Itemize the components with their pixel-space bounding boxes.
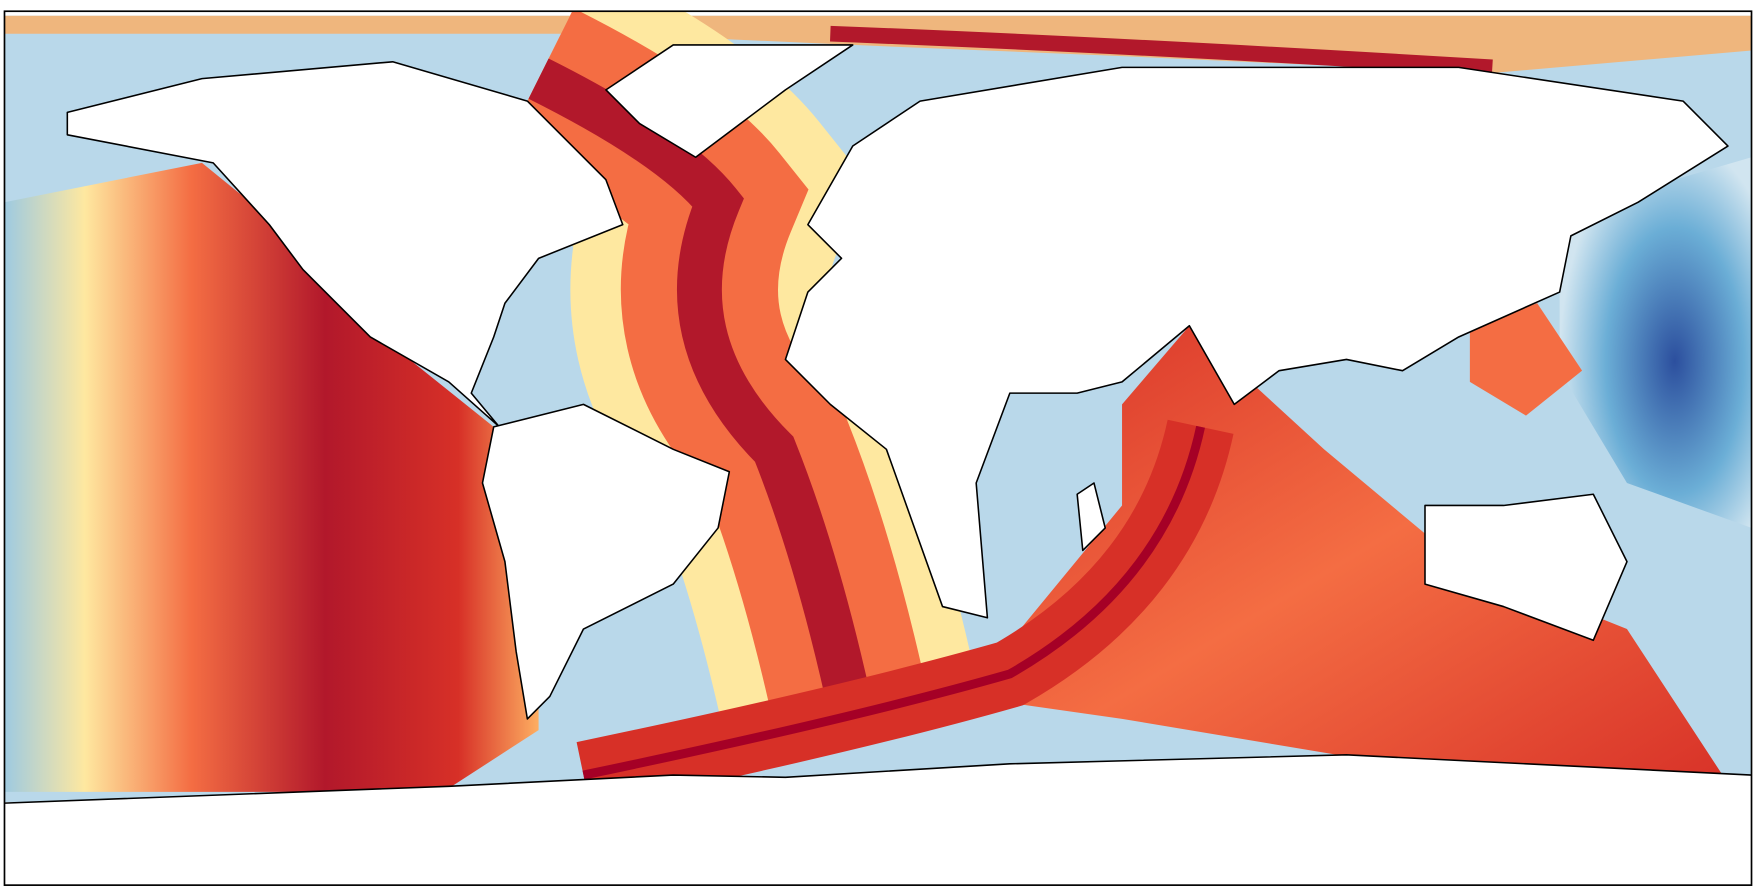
eurasia-africa bbox=[784, 66, 1729, 619]
greenland bbox=[605, 44, 854, 159]
southern-ridge-axis bbox=[582, 425, 1205, 780]
north-america bbox=[66, 60, 624, 428]
map-frame bbox=[3, 10, 1753, 886]
arctic-ridge bbox=[830, 25, 1493, 76]
australia bbox=[1424, 493, 1628, 642]
atlantic-ridge bbox=[528, 58, 875, 724]
land-layer bbox=[4, 44, 1752, 886]
pacific-ridge bbox=[4, 162, 539, 792]
indian-ridge bbox=[964, 325, 1734, 792]
south-america bbox=[481, 403, 731, 720]
antarctica-coast bbox=[4, 754, 1752, 804]
madagascar bbox=[1076, 482, 1106, 552]
west-pacific-basin bbox=[1559, 157, 1752, 528]
philippine-sea bbox=[1469, 303, 1583, 416]
